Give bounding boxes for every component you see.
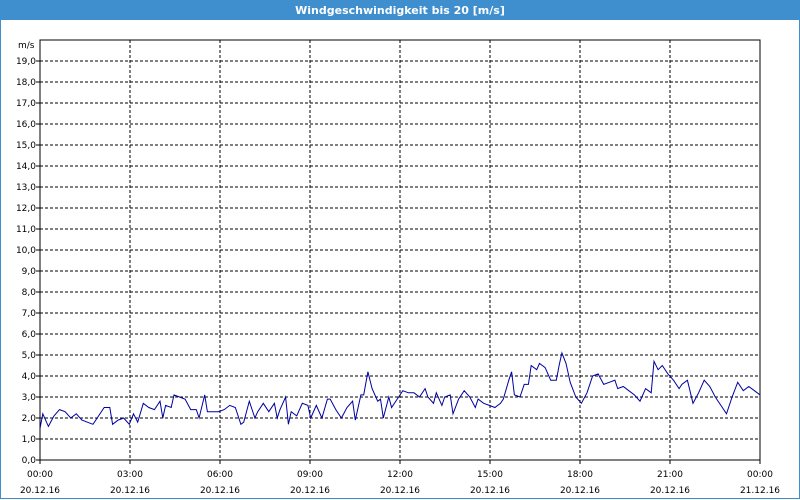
y-tick-label: 4,0	[22, 372, 37, 382]
y-tick-label: 12,0	[16, 204, 36, 214]
x-tick-time-label: 03:00	[117, 470, 143, 480]
window-titlebar: Windgeschwindigkeit bis 20 [m/s]	[0, 0, 800, 20]
y-tick-label: 15,0	[16, 141, 36, 151]
y-tick-label: 7,0	[22, 309, 37, 319]
window-title: Windgeschwindigkeit bis 20 [m/s]	[295, 3, 505, 17]
y-axis-label: m/s	[18, 41, 35, 51]
y-tick-label: 1,0	[22, 435, 37, 445]
plot-area-frame	[39, 39, 761, 461]
y-tick-label: 8,0	[22, 288, 37, 298]
x-tick-time-label: 12:00	[387, 470, 413, 480]
x-tick-date-label: 20.12.16	[200, 486, 240, 496]
x-tick-time-label: 00:00	[27, 470, 53, 480]
wind-speed-series-line	[40, 351, 760, 429]
y-tick-label: 16,0	[16, 120, 36, 130]
x-tick-date-label: 20.12.16	[560, 486, 600, 496]
y-tick-label: 3,0	[22, 393, 37, 403]
y-tick-label: 13,0	[16, 183, 36, 193]
y-tick-label: 19,0	[16, 57, 36, 67]
y-tick-label: 5,0	[22, 351, 37, 361]
x-tick-date-label: 20.12.16	[290, 486, 330, 496]
x-tick-date-label: 20.12.16	[470, 486, 510, 496]
y-tick-label: 10,0	[16, 246, 36, 256]
y-tick-label: 18,0	[16, 78, 36, 88]
y-tick-label: 9,0	[22, 267, 37, 277]
x-tick-time-label: 00:00	[747, 470, 773, 480]
x-tick-time-label: 21:00	[657, 470, 683, 480]
x-tick-date-label: 20.12.16	[20, 486, 60, 496]
x-tick-time-label: 09:00	[297, 470, 323, 480]
x-tick-date-label: 20.12.16	[380, 486, 420, 496]
y-tick-label: 0,0	[22, 456, 37, 466]
y-tick-label: 2,0	[22, 414, 37, 424]
x-tick-time-label: 18:00	[567, 470, 593, 480]
x-tick-date-label: 20.12.16	[650, 486, 690, 496]
x-tick-time-label: 15:00	[477, 470, 503, 480]
y-tick-label: 6,0	[22, 330, 37, 340]
x-tick-date-label: 21.12.16	[740, 486, 780, 496]
x-tick-time-label: 06:00	[207, 470, 233, 480]
y-tick-label: 17,0	[16, 99, 36, 109]
y-tick-label: 14,0	[16, 162, 36, 172]
y-tick-label: 11,0	[16, 225, 36, 235]
x-tick-date-label: 20.12.16	[110, 486, 150, 496]
